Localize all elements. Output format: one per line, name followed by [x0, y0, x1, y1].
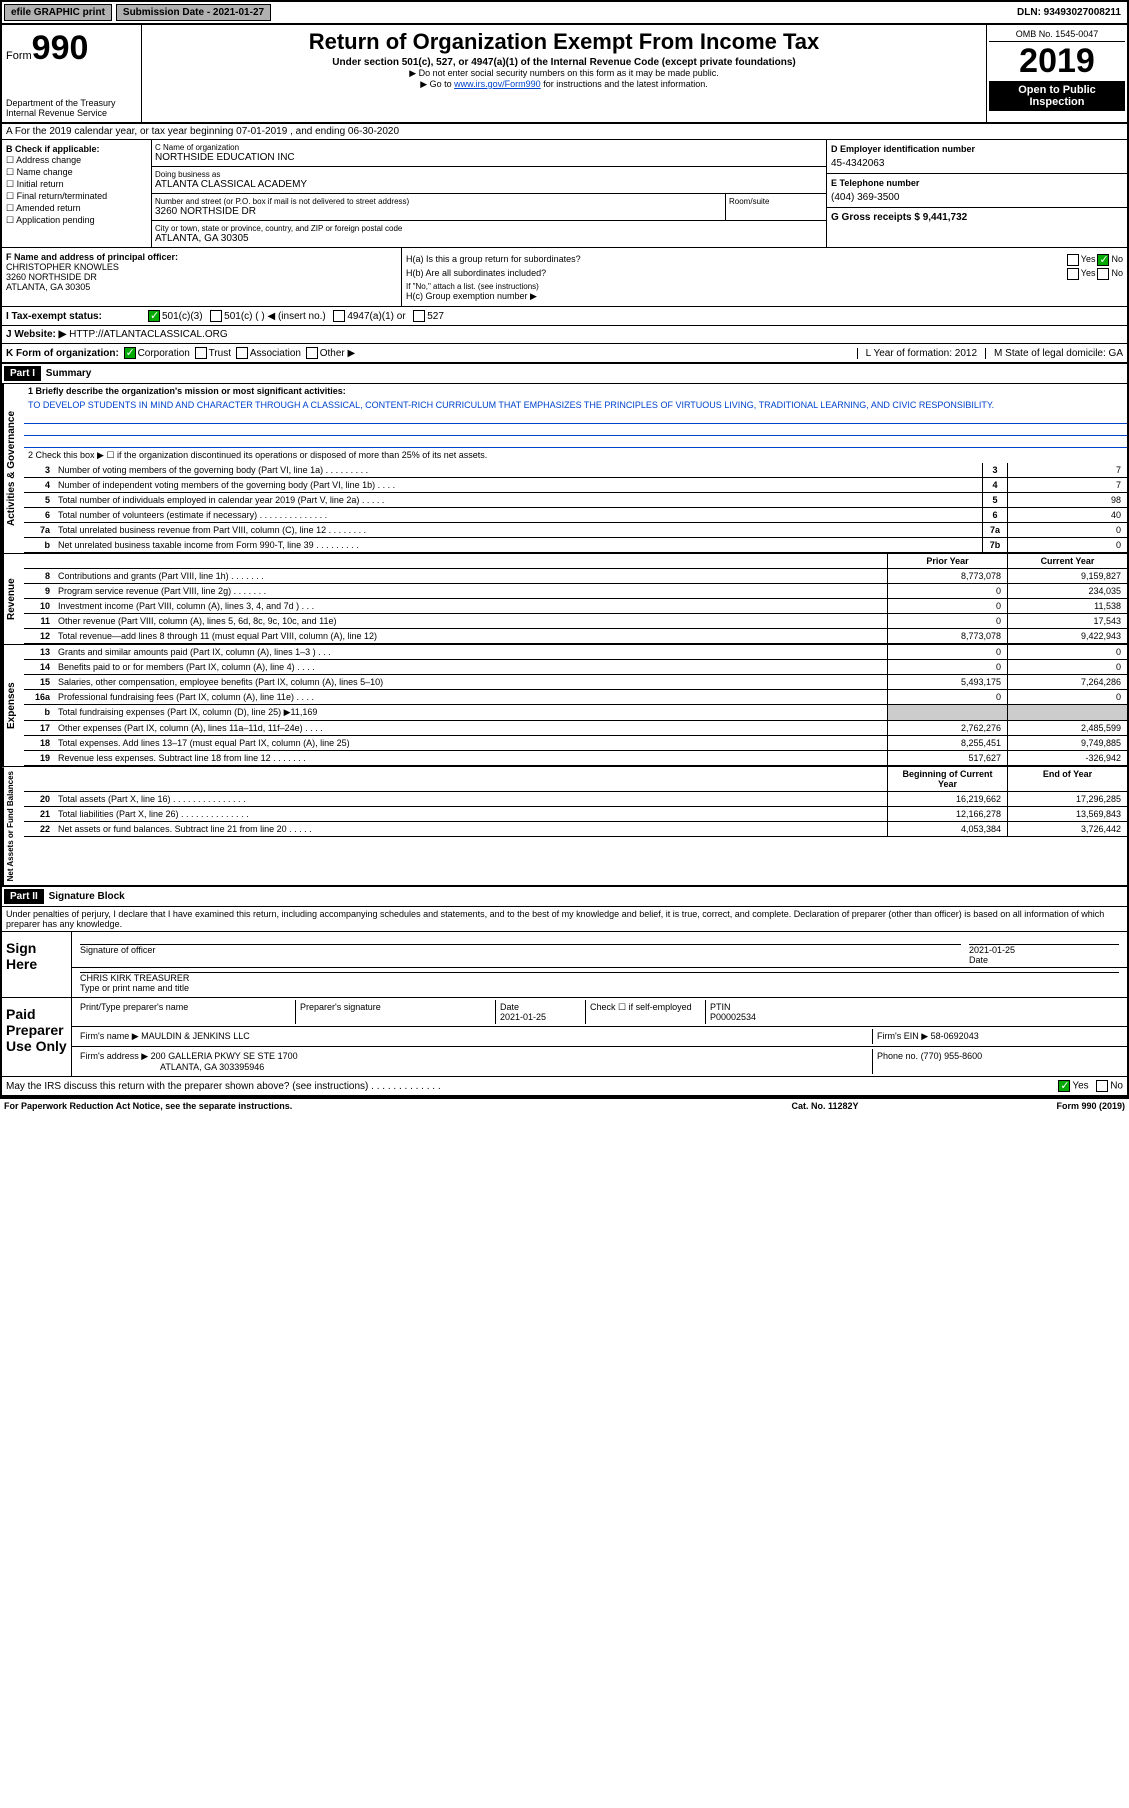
- table-row: 22Net assets or fund balances. Subtract …: [24, 822, 1127, 837]
- check-assoc[interactable]: [236, 347, 248, 359]
- part2-header: Part II: [4, 889, 44, 904]
- officer-signature-name: CHRIS KIRK TREASURER: [80, 973, 1119, 983]
- firm-phone: (770) 955-8600: [921, 1051, 983, 1061]
- form-prefix: Form: [6, 50, 32, 62]
- submission-date: Submission Date - 2021-01-27: [116, 4, 271, 21]
- ha-yes[interactable]: [1067, 254, 1079, 266]
- table-row: 3Number of voting members of the governi…: [24, 463, 1127, 478]
- table-row: 12Total revenue—add lines 8 through 11 (…: [24, 629, 1127, 644]
- form-number: 990: [32, 29, 89, 67]
- row-a-period: A For the 2019 calendar year, or tax yea…: [2, 124, 1127, 140]
- dba-name: ATLANTA CLASSICAL ACADEMY: [155, 179, 823, 190]
- mission-statement: TO DEVELOP STUDENTS IN MIND AND CHARACTE…: [24, 398, 1127, 412]
- check-corp[interactable]: [124, 347, 136, 359]
- website-url: HTTP://ATLANTACLASSICAL.ORG: [69, 329, 228, 340]
- dln: DLN: 93493027008211: [1011, 5, 1127, 20]
- ha-no[interactable]: [1097, 254, 1109, 266]
- table-row: 8Contributions and grants (Part VIII, li…: [24, 569, 1127, 584]
- table-row: 15Salaries, other compensation, employee…: [24, 675, 1127, 690]
- form-title: Return of Organization Exempt From Incom…: [146, 29, 982, 55]
- paid-preparer-label: Paid Preparer Use Only: [2, 998, 72, 1076]
- hc-group-exemption: H(c) Group exemption number ▶: [406, 291, 1123, 302]
- form-header: Form990 Department of the Treasury Inter…: [2, 25, 1127, 124]
- table-row: 10Investment income (Part VIII, column (…: [24, 599, 1127, 614]
- cat-number: Cat. No. 11282Y: [725, 1101, 925, 1111]
- check-other[interactable]: [306, 347, 318, 359]
- form-version: Form 990 (2019): [925, 1101, 1125, 1111]
- table-row: 17Other expenses (Part IX, column (A), l…: [24, 721, 1127, 736]
- check-final-return[interactable]: ☐ Final return/terminated: [6, 191, 147, 202]
- dept-label: Department of the Treasury Internal Reve…: [6, 98, 137, 118]
- telephone: (404) 369-3500: [831, 192, 1123, 203]
- efile-button[interactable]: efile GRAPHIC print: [4, 4, 112, 21]
- inspection-label: Open to Public Inspection: [989, 81, 1125, 111]
- gross-receipts: G Gross receipts $ 9,441,732: [831, 212, 1123, 223]
- side-activities: Activities & Governance: [2, 384, 24, 553]
- paperwork-notice: For Paperwork Reduction Act Notice, see …: [4, 1101, 725, 1111]
- table-row: 6Total number of volunteers (estimate if…: [24, 508, 1127, 523]
- table-row: bTotal fundraising expenses (Part IX, co…: [24, 705, 1127, 721]
- table-row: 18Total expenses. Add lines 13–17 (must …: [24, 736, 1127, 751]
- side-netassets: Net Assets or Fund Balances: [2, 767, 24, 885]
- check-501c[interactable]: [210, 310, 222, 322]
- declaration-text: Under penalties of perjury, I declare th…: [2, 907, 1127, 932]
- check-initial-return[interactable]: ☐ Initial return: [6, 179, 147, 190]
- table-row: 11Other revenue (Part VIII, column (A), …: [24, 614, 1127, 629]
- firm-ein: 58-0692043: [931, 1031, 979, 1041]
- top-bar: efile GRAPHIC print Submission Date - 20…: [2, 2, 1127, 25]
- table-row: 16aProfessional fundraising fees (Part I…: [24, 690, 1127, 705]
- check-501c3[interactable]: [148, 310, 160, 322]
- firm-name: MAULDIN & JENKINS LLC: [141, 1031, 250, 1041]
- table-row: bNet unrelated business taxable income f…: [24, 538, 1127, 553]
- check-527[interactable]: [413, 310, 425, 322]
- org-name: NORTHSIDE EDUCATION INC: [155, 152, 823, 163]
- table-row: 14Benefits paid to or for members (Part …: [24, 660, 1127, 675]
- check-pending[interactable]: ☐ Application pending: [6, 215, 147, 226]
- check-amended[interactable]: ☐ Amended return: [6, 203, 147, 214]
- table-row: 19Revenue less expenses. Subtract line 1…: [24, 751, 1127, 766]
- section-b: B Check if applicable: ☐ Address change …: [2, 140, 152, 247]
- discuss-yes[interactable]: [1058, 1080, 1070, 1092]
- table-row: 20Total assets (Part X, line 16) . . . .…: [24, 792, 1127, 807]
- table-row: 21Total liabilities (Part X, line 26) . …: [24, 807, 1127, 822]
- sign-here-label: Sign Here: [2, 932, 72, 997]
- city-state-zip: ATLANTA, GA 30305: [155, 233, 823, 244]
- part1-header: Part I: [4, 366, 41, 381]
- line2-checkbox: 2 Check this box ▶ ☐ if the organization…: [24, 448, 1127, 463]
- form-subtitle: Under section 501(c), 527, or 4947(a)(1)…: [146, 57, 982, 68]
- street-address: 3260 NORTHSIDE DR: [155, 206, 722, 217]
- side-expenses: Expenses: [2, 645, 24, 766]
- table-row: 5Total number of individuals employed in…: [24, 493, 1127, 508]
- check-name-change[interactable]: ☐ Name change: [6, 167, 147, 178]
- table-row: 4Number of independent voting members of…: [24, 478, 1127, 493]
- form-note1: ▶ Do not enter social security numbers o…: [146, 68, 982, 79]
- irs-link[interactable]: www.irs.gov/Form990: [454, 79, 541, 89]
- side-revenue: Revenue: [2, 554, 24, 644]
- check-trust[interactable]: [195, 347, 207, 359]
- discuss-no[interactable]: [1096, 1080, 1108, 1092]
- table-row: 9Program service revenue (Part VIII, lin…: [24, 584, 1127, 599]
- officer-name: CHRISTOPHER KNOWLES: [6, 262, 397, 272]
- hb-no[interactable]: [1097, 268, 1109, 280]
- check-4947[interactable]: [333, 310, 345, 322]
- table-row: 7aTotal unrelated business revenue from …: [24, 523, 1127, 538]
- omb-number: OMB No. 1545-0047: [989, 27, 1125, 42]
- year-formation: L Year of formation: 2012: [857, 348, 977, 359]
- table-row: 13Grants and similar amounts paid (Part …: [24, 645, 1127, 660]
- state-domicile: M State of legal domicile: GA: [985, 348, 1123, 359]
- hb-yes[interactable]: [1067, 268, 1079, 280]
- ein: 45-4342063: [831, 158, 1123, 169]
- ptin: P00002534: [710, 1012, 756, 1022]
- tax-year: 2019: [989, 42, 1125, 81]
- check-address-change[interactable]: ☐ Address change: [6, 155, 147, 166]
